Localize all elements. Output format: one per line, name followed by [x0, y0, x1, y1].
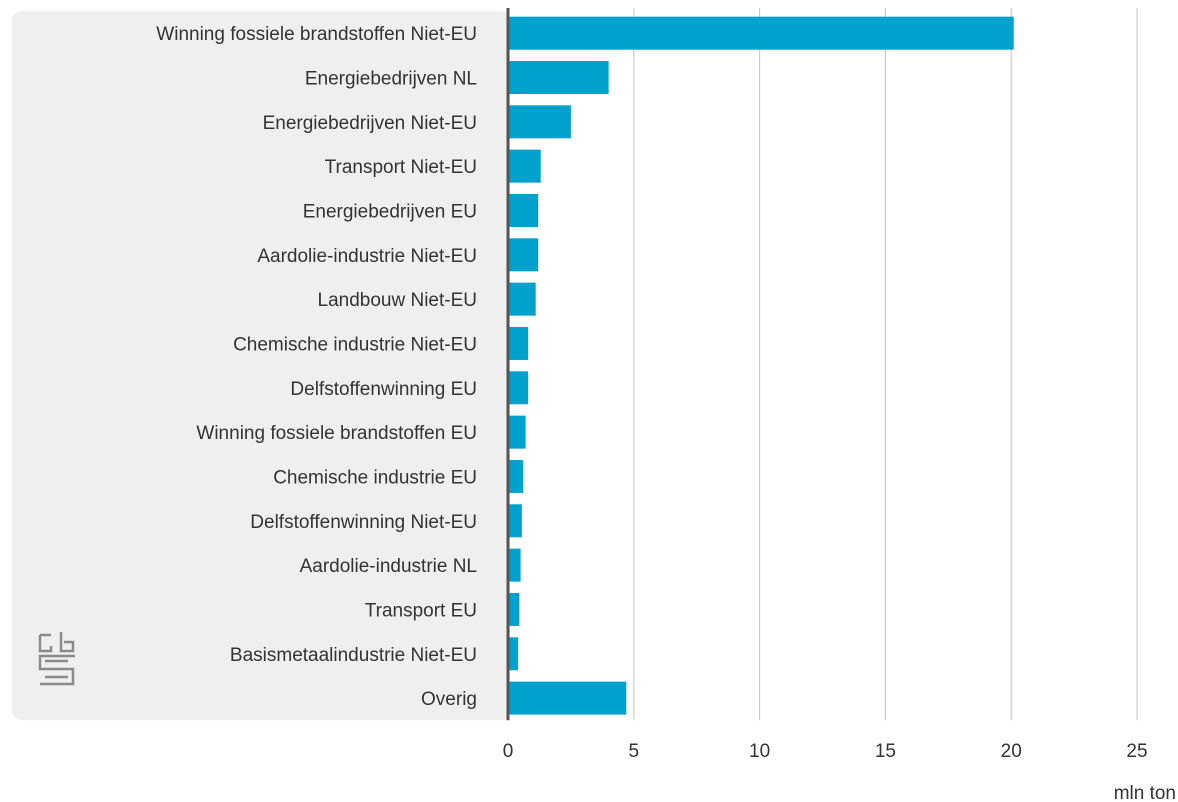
x-tick-labels: 0 5 10 15 20 25 — [503, 741, 1148, 762]
category-label: Chemische industrie Niet-EU — [233, 334, 477, 355]
bar — [508, 282, 536, 316]
category-label: Basismetaalindustrie Niet-EU — [230, 645, 477, 666]
bar — [508, 238, 539, 272]
category-label: Energiebedrijven EU — [303, 201, 477, 222]
x-tick-label: 0 — [503, 741, 514, 762]
bar — [508, 681, 627, 715]
category-label: Energiebedrijven Niet-EU — [263, 113, 477, 134]
bar — [508, 193, 539, 227]
category-label: Delfstoffenwinning EU — [290, 379, 477, 400]
category-label: Chemische industrie EU — [273, 467, 477, 488]
category-label: Winning fossiele brandstoffen Niet-EU — [156, 24, 477, 45]
x-tick-label: 5 — [629, 741, 640, 762]
category-label: Energiebedrijven NL — [305, 68, 477, 89]
x-tick-label: 25 — [1126, 741, 1147, 762]
bar — [508, 504, 522, 538]
gridlines — [633, 8, 1138, 721]
category-label: Aardolie-industrie Niet-EU — [257, 246, 477, 267]
x-tick-label: 15 — [875, 741, 896, 762]
bar — [508, 60, 609, 94]
bar — [508, 326, 529, 360]
bar — [508, 637, 519, 671]
category-label: Transport EU — [365, 600, 477, 621]
bar — [508, 592, 520, 626]
category-labels: Winning fossiele brandstoffen Niet-EU Ene… — [156, 24, 477, 710]
bar — [508, 105, 571, 139]
category-label: Transport Niet-EU — [325, 157, 477, 178]
category-label: Delfstoffenwinning Niet-EU — [250, 512, 477, 533]
cbs-logo-icon — [38, 632, 75, 686]
bar — [508, 371, 529, 405]
bar — [508, 415, 526, 449]
bars — [508, 16, 1014, 715]
label-panel — [12, 11, 510, 721]
bar — [508, 16, 1014, 50]
category-label: Landbouw Niet-EU — [318, 290, 477, 311]
x-tick-label: 10 — [749, 741, 770, 762]
x-axis-unit-label: mln ton — [1114, 783, 1176, 802]
category-label: Aardolie-industrie NL — [300, 556, 477, 577]
bar — [508, 548, 521, 582]
category-label: Winning fossiele brandstoffen EU — [196, 423, 477, 444]
category-label: Overig — [421, 689, 477, 710]
bar — [508, 459, 524, 493]
x-tick-label: 20 — [1001, 741, 1022, 762]
bar — [508, 149, 541, 183]
